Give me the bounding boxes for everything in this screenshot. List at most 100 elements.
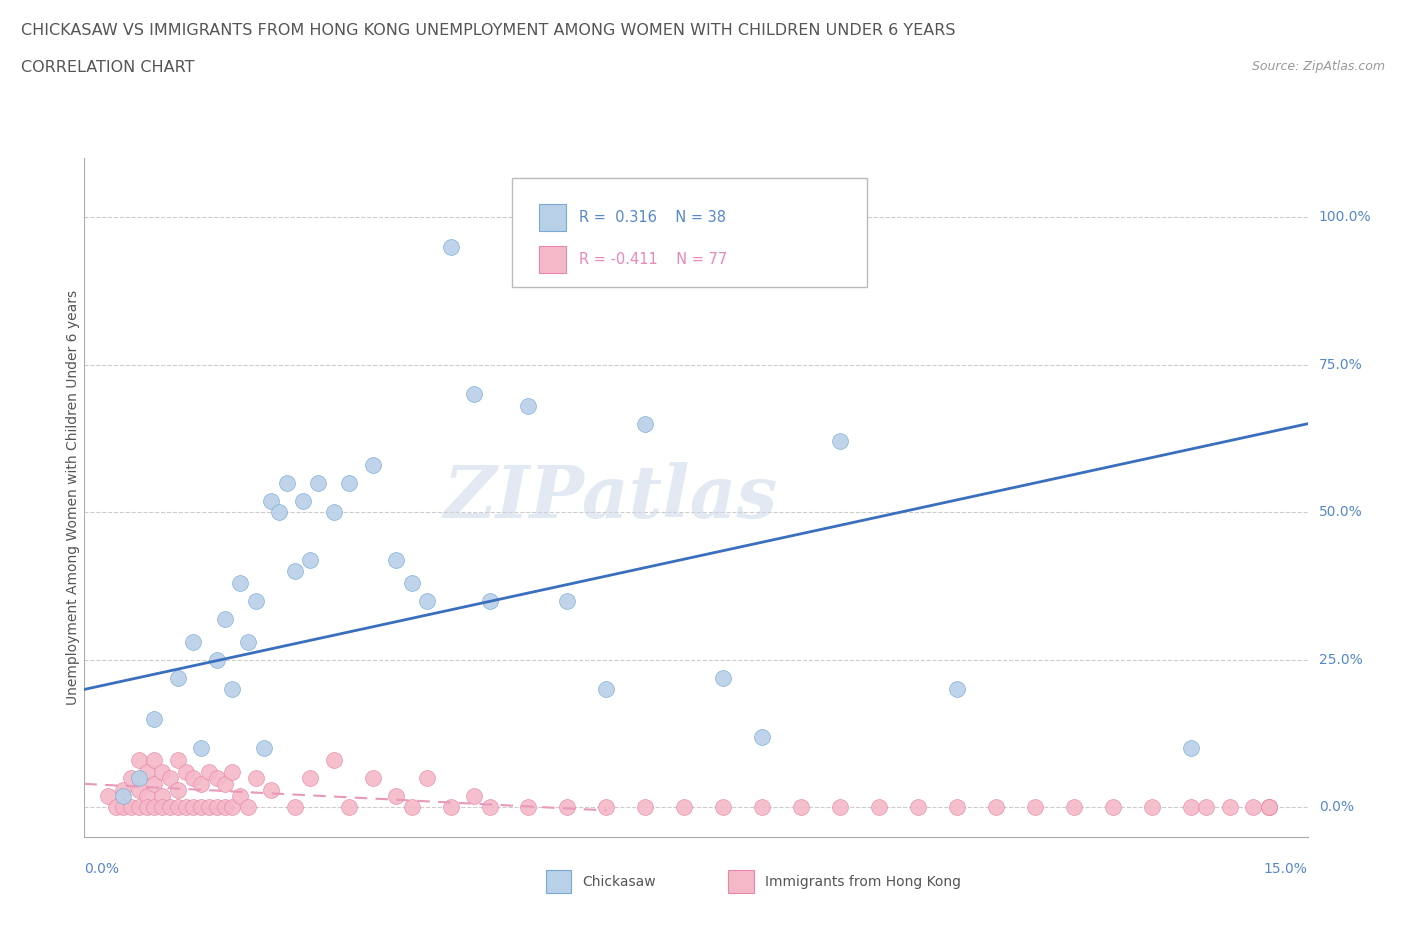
Point bbox=[150, 800, 173, 815]
Point bbox=[236, 800, 259, 815]
Point bbox=[557, 593, 579, 608]
Point bbox=[1257, 800, 1279, 815]
Point bbox=[245, 593, 267, 608]
Point bbox=[252, 741, 274, 756]
Point bbox=[401, 800, 423, 815]
Point bbox=[416, 593, 439, 608]
Point bbox=[120, 800, 142, 815]
Point bbox=[260, 493, 283, 508]
Point bbox=[557, 800, 579, 815]
Point bbox=[322, 505, 344, 520]
Point bbox=[361, 771, 384, 786]
Point bbox=[385, 789, 408, 804]
Point bbox=[112, 782, 135, 797]
Point bbox=[150, 789, 173, 804]
Point bbox=[183, 771, 205, 786]
Point bbox=[143, 711, 166, 726]
Point bbox=[790, 800, 813, 815]
Point bbox=[401, 576, 423, 591]
Point bbox=[1195, 800, 1218, 815]
Y-axis label: Unemployment Among Women with Children Under 6 years: Unemployment Among Women with Children U… bbox=[66, 290, 80, 705]
Point bbox=[595, 682, 617, 697]
Point bbox=[104, 800, 127, 815]
Text: 0.0%: 0.0% bbox=[84, 862, 120, 876]
Point bbox=[439, 800, 461, 815]
FancyBboxPatch shape bbox=[546, 870, 571, 893]
Point bbox=[183, 800, 205, 815]
Point bbox=[1257, 800, 1279, 815]
Point bbox=[135, 789, 157, 804]
Text: 50.0%: 50.0% bbox=[1319, 505, 1362, 519]
Text: ZIPatlas: ZIPatlas bbox=[443, 462, 778, 533]
Point bbox=[159, 800, 181, 815]
Point bbox=[143, 777, 166, 791]
Point bbox=[198, 800, 221, 815]
Point bbox=[416, 771, 439, 786]
Text: 75.0%: 75.0% bbox=[1319, 358, 1362, 372]
Point bbox=[205, 653, 228, 668]
Point bbox=[236, 635, 259, 650]
Point bbox=[517, 399, 540, 414]
Point bbox=[190, 741, 212, 756]
Point bbox=[128, 771, 150, 786]
FancyBboxPatch shape bbox=[512, 179, 868, 287]
Point bbox=[946, 682, 969, 697]
Point bbox=[946, 800, 969, 815]
Point bbox=[221, 800, 243, 815]
Point bbox=[190, 777, 212, 791]
Point bbox=[1063, 800, 1085, 815]
Text: Chickasaw: Chickasaw bbox=[582, 874, 655, 889]
Text: 25.0%: 25.0% bbox=[1319, 653, 1362, 667]
Point bbox=[1241, 800, 1264, 815]
Point bbox=[868, 800, 890, 815]
Point bbox=[166, 782, 188, 797]
Point bbox=[907, 800, 929, 815]
Point bbox=[337, 800, 360, 815]
Point bbox=[97, 789, 120, 804]
Point bbox=[174, 800, 197, 815]
Point bbox=[1257, 800, 1279, 815]
Point bbox=[1101, 800, 1123, 815]
Point bbox=[711, 671, 734, 685]
Point bbox=[1140, 800, 1163, 815]
Point bbox=[221, 764, 243, 779]
Point bbox=[291, 493, 314, 508]
Point bbox=[830, 800, 852, 815]
Point bbox=[128, 752, 150, 767]
Point bbox=[385, 552, 408, 567]
Point bbox=[112, 789, 135, 804]
Text: R = -0.411    N = 77: R = -0.411 N = 77 bbox=[578, 252, 727, 267]
Text: 15.0%: 15.0% bbox=[1264, 862, 1308, 876]
Point bbox=[174, 764, 197, 779]
Point bbox=[135, 764, 157, 779]
Point bbox=[1024, 800, 1046, 815]
Point bbox=[634, 800, 657, 815]
Point bbox=[751, 800, 773, 815]
Point bbox=[159, 771, 181, 786]
Point bbox=[595, 800, 617, 815]
Point bbox=[1219, 800, 1241, 815]
Point bbox=[190, 800, 212, 815]
Point bbox=[214, 800, 236, 815]
Point bbox=[276, 475, 298, 490]
Point bbox=[337, 475, 360, 490]
Point bbox=[1180, 741, 1202, 756]
Point bbox=[229, 576, 252, 591]
Point bbox=[307, 475, 329, 490]
Text: 0.0%: 0.0% bbox=[1319, 801, 1354, 815]
Point bbox=[830, 434, 852, 449]
Text: R =  0.316    N = 38: R = 0.316 N = 38 bbox=[578, 210, 725, 225]
Text: Immigrants from Hong Kong: Immigrants from Hong Kong bbox=[765, 874, 960, 889]
Point bbox=[711, 800, 734, 815]
Text: Source: ZipAtlas.com: Source: ZipAtlas.com bbox=[1251, 60, 1385, 73]
Text: CORRELATION CHART: CORRELATION CHART bbox=[21, 60, 194, 75]
Point bbox=[1180, 800, 1202, 815]
Point bbox=[634, 417, 657, 432]
Point bbox=[463, 387, 485, 402]
Point bbox=[245, 771, 267, 786]
Point bbox=[183, 635, 205, 650]
Point bbox=[984, 800, 1007, 815]
Point bbox=[284, 564, 307, 578]
Point bbox=[299, 552, 322, 567]
Point bbox=[361, 458, 384, 472]
